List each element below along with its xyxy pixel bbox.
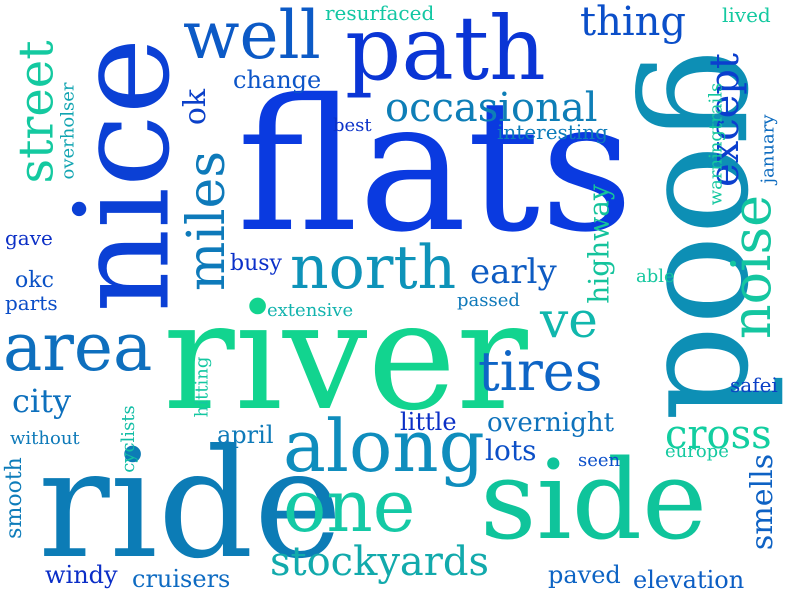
word-early: early — [470, 252, 557, 292]
word-best: best — [333, 115, 372, 136]
word-area: area — [3, 309, 153, 386]
word-street: street — [8, 40, 65, 184]
word-along: along — [283, 404, 485, 488]
word-elevation: elevation — [633, 566, 745, 594]
word-interesting: interesting — [497, 120, 608, 144]
word-river: river — [163, 270, 528, 444]
word-ve: ve — [540, 291, 598, 349]
word-january: january — [757, 114, 779, 184]
word-stockyards: stockyards — [270, 539, 490, 585]
word-hitting: hitting — [191, 356, 213, 418]
word-parts: parts — [5, 291, 58, 315]
word-overnight: overnight — [487, 408, 615, 438]
word-gave: gave — [5, 226, 53, 250]
word-windy: windy — [45, 561, 118, 589]
word-without: without — [10, 428, 80, 449]
word-okc: okc — [15, 268, 54, 293]
word-ok: ok — [178, 88, 214, 126]
word-april: april — [217, 421, 274, 449]
word-north: north — [290, 233, 457, 303]
word-resurfaced: resurfaced — [325, 1, 435, 25]
word-passed: passed — [457, 290, 520, 311]
word-highway: highway — [582, 184, 616, 304]
word-cross: cross — [665, 412, 772, 458]
word-seen: seen — [578, 450, 621, 471]
word-flats: flats — [237, 60, 634, 272]
word-noise: noise — [720, 194, 784, 340]
word-busy: busy — [230, 251, 282, 276]
word-warningtrails: warningtrails — [705, 82, 727, 206]
word-lived: lived — [722, 3, 771, 27]
word-able: able — [636, 266, 675, 287]
word-city: city — [12, 382, 72, 420]
word-paved: paved — [548, 561, 621, 589]
word-little: little — [400, 408, 457, 436]
word-side: side — [480, 436, 708, 564]
word-cyclists: cyclists — [117, 405, 139, 473]
word-tires: tires — [478, 340, 603, 403]
word-smells: smells — [745, 453, 781, 551]
word-well: well — [183, 0, 321, 74]
word-ride: ride — [38, 418, 343, 592]
word-lots: lots — [485, 434, 537, 467]
word-thing: thing — [580, 0, 686, 45]
word-occasional: occasional — [385, 85, 598, 131]
word-cruisers: cruisers — [132, 565, 231, 593]
word-miles: miles — [177, 150, 238, 292]
word-change: change — [233, 66, 322, 94]
word-extensive: extensive — [267, 300, 354, 321]
word-path: path — [345, 0, 546, 100]
word-safei: safei — [730, 373, 778, 397]
word-smooth: smooth — [1, 457, 27, 539]
word-europe: europe — [665, 441, 729, 462]
word-overholser: overholser — [57, 82, 79, 180]
word-one: one — [283, 464, 416, 548]
